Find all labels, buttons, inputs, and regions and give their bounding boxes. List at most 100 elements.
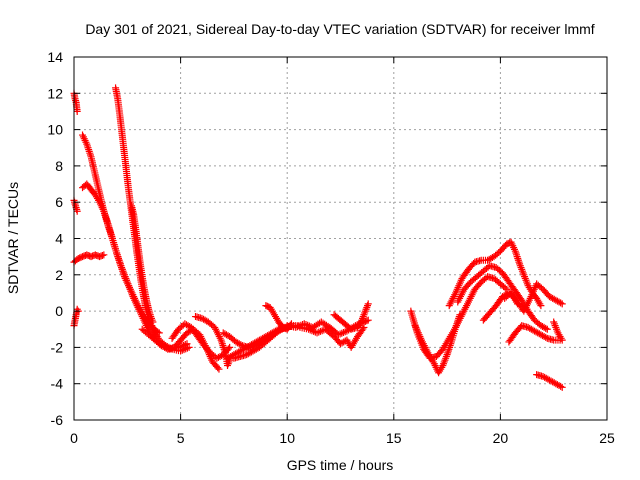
x-tick-label: 0 <box>70 430 78 446</box>
y-tick-label: -2 <box>51 339 64 355</box>
data-point <box>363 317 371 325</box>
series-arc-i <box>138 325 223 373</box>
y-tick-label: 14 <box>47 49 63 65</box>
data-point <box>306 326 314 334</box>
data-point <box>557 299 565 307</box>
x-tick-label: 5 <box>177 430 185 446</box>
series-arc-aa <box>533 371 566 391</box>
x-tick-label: 10 <box>279 430 295 446</box>
data-point <box>100 251 108 259</box>
data-point <box>73 305 81 313</box>
data-point <box>487 254 495 262</box>
data-point <box>537 302 545 310</box>
data-point <box>178 342 186 350</box>
y-tick-label: -4 <box>51 376 64 392</box>
data-point <box>558 300 566 308</box>
data-point <box>73 207 81 215</box>
data-point <box>558 336 566 344</box>
data-point <box>304 321 312 329</box>
data-point <box>360 323 368 331</box>
data-point <box>308 327 316 335</box>
data-point <box>102 215 110 223</box>
data-point <box>73 107 81 115</box>
data-point <box>364 316 372 324</box>
series-arc-z <box>550 318 566 344</box>
data-point <box>155 329 163 337</box>
series-arc-k <box>192 313 234 370</box>
data-point <box>86 151 94 159</box>
data-point <box>514 254 522 262</box>
y-tick-label: 2 <box>55 267 63 283</box>
series-arc-b <box>70 196 81 215</box>
data-point <box>542 333 550 341</box>
data-point <box>219 342 227 350</box>
y-tick-label: 8 <box>55 158 63 174</box>
data-point <box>226 343 234 351</box>
axis-ticks: 0 5 10 15 20 25 -6 -4 -2 0 2 4 6 8 10 12 14 <box>47 49 615 446</box>
x-tick-label: 15 <box>386 430 402 446</box>
x-tick-label: 25 <box>599 430 615 446</box>
data-point <box>501 284 509 292</box>
data-point <box>180 341 188 349</box>
data-point <box>456 311 464 319</box>
data-point <box>85 146 93 154</box>
x-tick-label: 20 <box>493 430 509 446</box>
series-arc-v <box>454 262 551 333</box>
data-point <box>543 325 551 333</box>
y-tick-label: 6 <box>55 194 63 210</box>
data-point <box>334 331 342 339</box>
data-point <box>114 254 122 262</box>
data-point <box>542 324 550 332</box>
data-point <box>237 341 245 349</box>
data-point <box>86 149 94 157</box>
series-arc-c <box>70 305 82 330</box>
chart-title: Day 301 of 2021, Sidereal Day-to-day VTE… <box>85 21 594 37</box>
series-arc-j <box>168 320 234 362</box>
data-point <box>214 364 222 372</box>
data-point <box>115 256 123 264</box>
series-arc-h <box>128 202 157 326</box>
data-point <box>364 300 372 308</box>
data-point <box>215 365 223 373</box>
data-point <box>557 382 565 390</box>
data-point <box>339 329 347 337</box>
series-arc-x <box>501 280 566 315</box>
data-point <box>216 352 224 360</box>
series-arc-g <box>112 84 163 337</box>
series-arc-t <box>411 311 464 377</box>
data-point <box>183 340 191 348</box>
data-point <box>222 331 230 339</box>
data-point <box>310 327 318 335</box>
y-tick-label: 10 <box>47 122 63 138</box>
data-point <box>185 343 193 351</box>
series-arc-r <box>330 300 372 333</box>
y-tick-label: 12 <box>47 85 63 101</box>
series-arc-y <box>505 322 564 346</box>
series-arc-n <box>230 323 289 362</box>
data-point <box>114 253 122 261</box>
data-point <box>359 325 367 333</box>
y-tick-label: 0 <box>55 303 63 319</box>
data-point <box>315 328 323 336</box>
y-axis-label: SDTVAR / TECUs <box>5 182 21 294</box>
data-point <box>316 327 324 335</box>
data-point <box>181 340 189 348</box>
data-point <box>149 318 157 326</box>
data-point <box>336 330 344 338</box>
data-point <box>113 251 121 259</box>
data-marks <box>70 84 566 391</box>
x-axis-label: GPS time / hours <box>287 457 394 473</box>
grid <box>74 57 607 420</box>
data-point <box>513 253 521 261</box>
data-point <box>305 325 313 333</box>
data-point <box>338 329 346 337</box>
data-point <box>540 323 548 331</box>
data-point <box>98 251 106 259</box>
data-point <box>313 329 321 337</box>
data-point <box>85 147 93 155</box>
series-arc-d <box>70 251 108 266</box>
data-point <box>558 383 566 391</box>
y-tick-label: -6 <box>51 412 64 428</box>
data-point <box>154 328 162 336</box>
